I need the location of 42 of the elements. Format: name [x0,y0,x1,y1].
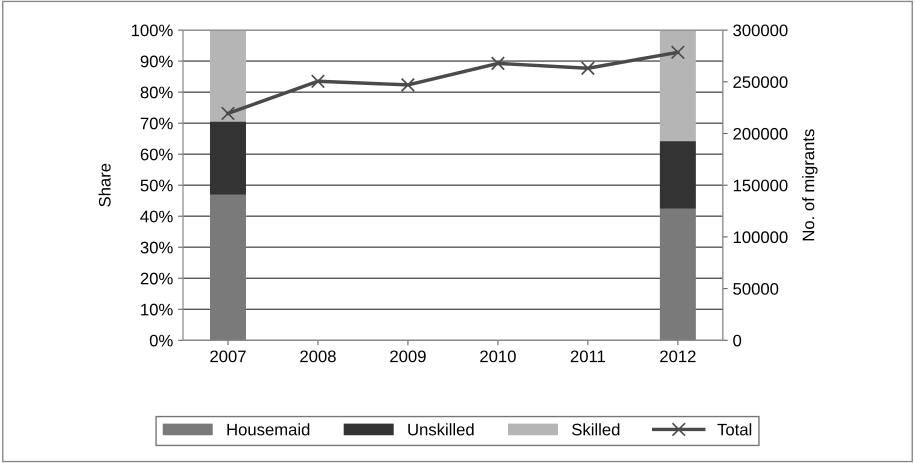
bar [210,30,246,122]
legend-label: Housemaid [227,423,310,436]
y-tick-label: 0% [150,334,173,347]
point [580,61,595,76]
y-tick-label: 40% [140,210,173,222]
legend-label: Skilled [572,423,620,436]
y2-tick-label: 300000 [733,24,788,36]
y-tick-label: 30% [140,242,173,254]
x-tick-label: 2012 [660,350,696,362]
y-tick-label: 90% [140,56,173,68]
x-tick-label: 2007 [210,350,246,362]
y-tick-label: 70% [140,118,173,130]
y-tick-label: 80% [140,86,173,98]
y-axis-title: Share [98,164,111,207]
legend-label: Total [717,423,752,436]
y2-tick-label: 200000 [733,128,788,140]
bar [210,194,246,340]
legend-label: Unskilled [408,423,474,436]
x-tick-label: 2010 [480,350,516,362]
point [400,78,416,92]
y-tick-label: 60% [140,148,173,160]
point [310,74,326,88]
y2-tick-label: 150000 [734,180,788,192]
x-tick-label: 2011 [570,350,605,362]
point [220,106,236,121]
y-tick-label: 10% [141,304,173,316]
point [670,45,685,60]
point [490,56,505,70]
bar [660,30,696,142]
bar [210,122,246,195]
y2-tick-label: 250000 [733,76,788,88]
y2-axis-title: No. of migrants [802,129,818,240]
bar [660,141,696,208]
x-tick-label: 2009 [390,350,426,362]
y-tick-label: 20% [140,272,173,284]
x-tick-label: 2008 [300,350,336,362]
y2-tick-label: 50000 [733,283,778,295]
bar [660,208,696,340]
y-tick-label: 50% [140,180,173,192]
y-tick-label: 100% [132,24,173,36]
y2-tick-label: 100000 [734,231,788,244]
y2-tick-label: 0 [733,334,742,347]
